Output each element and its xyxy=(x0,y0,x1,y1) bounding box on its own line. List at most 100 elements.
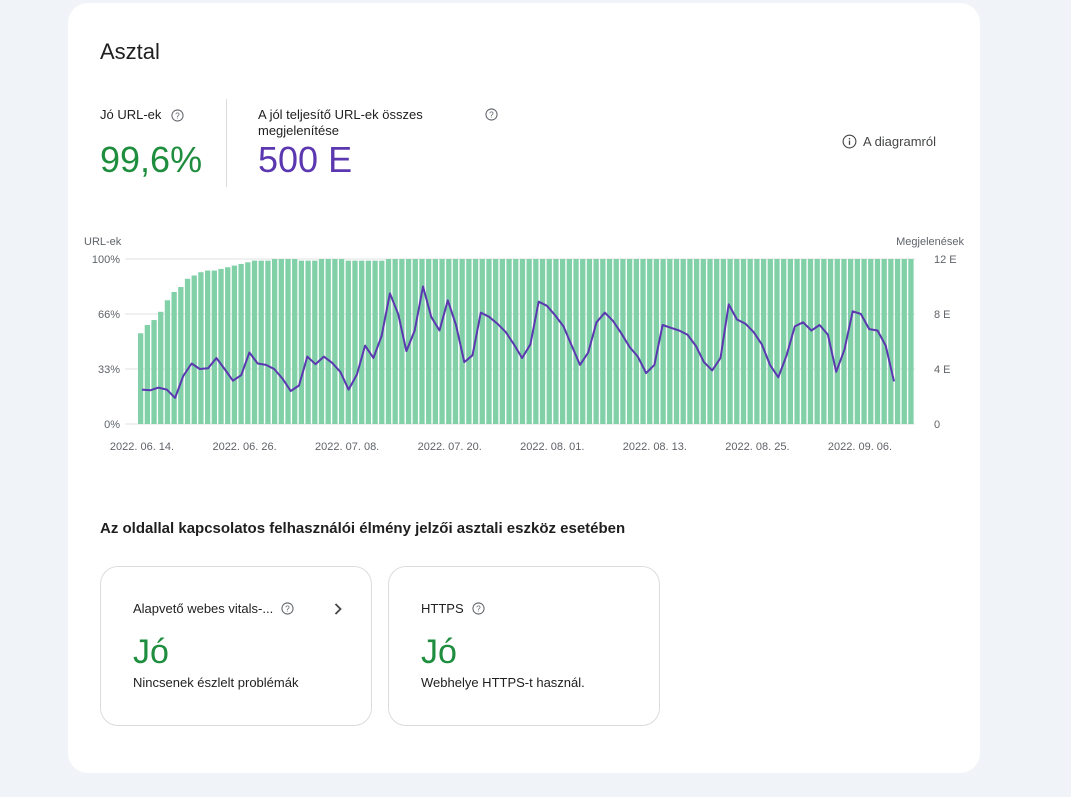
bar xyxy=(265,260,271,424)
impressions-line xyxy=(141,285,895,399)
y-right-tick-label: 4 E xyxy=(934,364,951,376)
bar xyxy=(312,260,318,424)
bar xyxy=(151,320,157,424)
bar xyxy=(298,260,305,424)
bar xyxy=(459,259,465,424)
bar xyxy=(278,259,284,424)
bar xyxy=(419,259,425,424)
svg-text:?: ? xyxy=(285,604,290,614)
bar xyxy=(734,259,740,424)
help-icon[interactable]: ? xyxy=(281,602,294,615)
bar xyxy=(171,292,177,424)
bar xyxy=(580,259,586,424)
about-chart-label: A diagramról xyxy=(863,134,936,149)
help-icon[interactable]: ? xyxy=(472,602,485,615)
x-tick-label: 2022. 06. 14. xyxy=(110,441,174,453)
bar xyxy=(432,259,439,424)
bar xyxy=(144,325,150,424)
bar xyxy=(405,259,412,424)
bar xyxy=(613,259,619,424)
bar xyxy=(747,259,753,424)
bar xyxy=(693,259,700,424)
core-web-vitals-tile[interactable]: Alapvető webes vitals-... ? Jó Nincsenek… xyxy=(100,566,372,726)
bar xyxy=(292,259,298,424)
page-title: Asztal xyxy=(100,39,160,64)
bar xyxy=(908,259,914,424)
bar xyxy=(446,259,452,424)
bar xyxy=(359,260,365,424)
bar xyxy=(479,259,485,424)
bar xyxy=(138,333,144,424)
bar xyxy=(533,259,539,424)
bar xyxy=(198,272,204,424)
bar xyxy=(626,259,633,424)
bar xyxy=(620,259,626,424)
x-tick-label: 2022. 09. 06. xyxy=(828,441,892,453)
bar xyxy=(781,259,787,424)
good-urls-value: 99,6% xyxy=(100,139,203,180)
tile-status: Jó xyxy=(421,633,457,671)
bar xyxy=(600,259,606,424)
bar xyxy=(680,259,686,424)
x-tick-label: 2022. 07. 20. xyxy=(418,441,482,453)
bar xyxy=(807,259,814,424)
bar xyxy=(452,259,459,424)
y-left-tick-label: 0% xyxy=(104,419,120,431)
bar xyxy=(700,259,706,424)
x-tick-label: 2022. 06. 26. xyxy=(212,441,276,453)
good-urls-label: Jó URL-ek xyxy=(100,107,162,122)
y-left-tick-label: 66% xyxy=(98,309,120,321)
impressions-label: A jól teljesítő URL-ek összes megjelenít… xyxy=(258,107,423,138)
bar xyxy=(801,259,807,424)
y-right-axis-title: Megjelenések xyxy=(896,236,964,248)
bar xyxy=(888,259,894,424)
bar xyxy=(827,259,834,424)
tile-description: Webhelye HTTPS-t használ. xyxy=(421,675,585,690)
tile-status: Jó xyxy=(133,633,169,671)
bar xyxy=(727,259,733,424)
bar xyxy=(184,278,191,424)
svg-text:?: ? xyxy=(175,111,180,121)
y-right-tick-label: 0 xyxy=(934,419,940,431)
bar xyxy=(325,259,331,424)
bar xyxy=(553,259,559,424)
bar xyxy=(640,259,646,424)
bar xyxy=(653,259,660,424)
bar xyxy=(593,259,599,424)
bar xyxy=(305,260,311,424)
tile-title: Alapvető webes vitals-... xyxy=(133,601,274,616)
bar xyxy=(901,259,907,424)
bar xyxy=(754,259,760,424)
x-tick-label: 2022. 08. 25. xyxy=(725,441,789,453)
bar xyxy=(606,259,613,424)
bar xyxy=(526,259,532,424)
bar xyxy=(894,259,901,424)
chevron-right-icon[interactable] xyxy=(333,603,343,615)
bar xyxy=(271,259,278,424)
x-tick-label: 2022. 08. 01. xyxy=(520,441,584,453)
svg-text:?: ? xyxy=(489,110,494,120)
help-icon[interactable]: ? xyxy=(171,109,184,122)
bar xyxy=(372,260,378,424)
about-chart-link[interactable]: A diagramról xyxy=(842,134,936,149)
bar xyxy=(225,267,231,424)
bar xyxy=(868,259,874,424)
bar xyxy=(774,259,780,424)
bar xyxy=(834,259,840,424)
y-right-tick-label: 12 E xyxy=(934,254,957,266)
tile-title: HTTPS xyxy=(421,601,464,616)
bar xyxy=(178,287,184,424)
bar xyxy=(238,263,244,424)
bar xyxy=(338,259,345,424)
bar xyxy=(841,259,847,424)
bar xyxy=(740,259,747,424)
section-title: Az oldallal kapcsolatos felhasználói élm… xyxy=(100,520,626,537)
impressions-metric: A jól teljesítő URL-ek összes megjelenít… xyxy=(258,107,518,180)
bar xyxy=(493,259,499,424)
bar xyxy=(559,259,566,424)
bar xyxy=(513,259,519,424)
help-icon[interactable]: ? xyxy=(485,108,498,121)
x-tick-label: 2022. 07. 08. xyxy=(315,441,379,453)
bar xyxy=(633,259,639,424)
bar xyxy=(486,259,492,424)
